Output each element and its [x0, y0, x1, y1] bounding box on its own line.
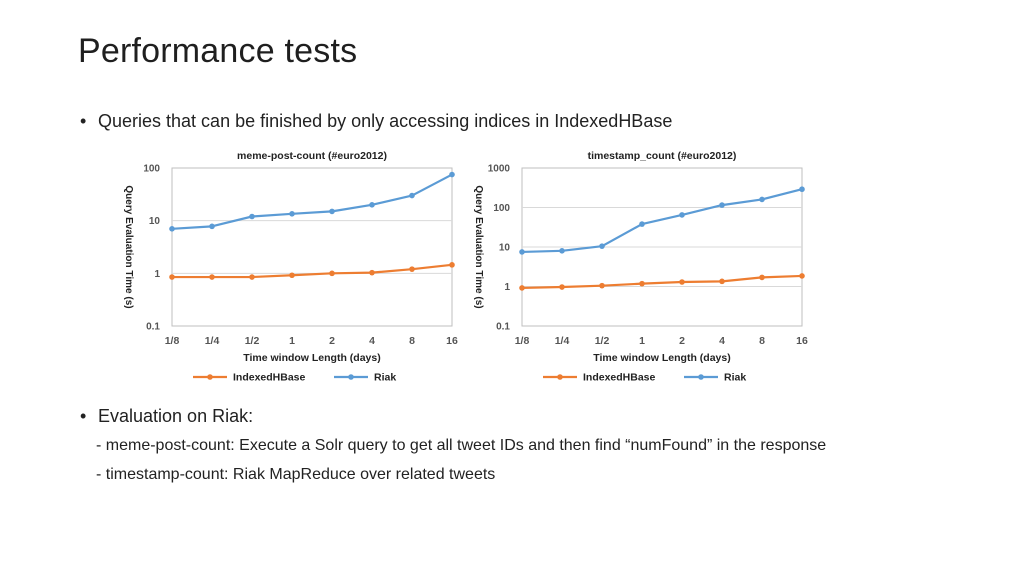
legend-marker — [348, 374, 354, 380]
x-tick-label: 8 — [759, 335, 765, 347]
legend-label: Riak — [374, 372, 396, 384]
x-axis-label: Time window Length (days) — [243, 352, 380, 364]
slide-title: Performance tests — [78, 32, 358, 70]
data-point-riak — [719, 202, 725, 208]
y-tick-label: 1 — [504, 282, 510, 293]
chart-timestamp-count: timestamp_count (#euro2012) 0.1 1 10 100 1000… — [466, 144, 826, 388]
x-tick-label: 8 — [409, 335, 415, 347]
data-point-indexedhbase — [559, 284, 565, 290]
legend-marker — [557, 374, 563, 380]
data-point-riak — [599, 243, 605, 249]
data-point-indexedhbase — [449, 262, 455, 268]
x-tick-label: 1/4 — [555, 335, 570, 347]
legend-marker — [698, 374, 704, 380]
plot-area — [171, 167, 453, 327]
y-tick-label: 1000 — [488, 164, 511, 175]
legend-label: IndexedHBase — [233, 372, 306, 384]
series-line-riak — [171, 173, 453, 230]
bullet-item: • Queries that can be finished by only ac… — [80, 111, 672, 132]
data-point-riak — [329, 208, 335, 215]
y-axis-label: Query Evaluation Time (s) — [473, 185, 484, 308]
legend-marker — [207, 374, 213, 380]
data-point-indexedhbase — [169, 274, 175, 280]
x-tick-label: 1 — [639, 335, 645, 347]
x-tick-label: 2 — [679, 335, 685, 347]
y-tick-label: 100 — [143, 164, 160, 175]
y-tick-label: 100 — [493, 203, 510, 214]
x-tick-label: 1 — [289, 335, 295, 347]
data-point-indexedhbase — [719, 278, 725, 285]
x-tick-label: 1/8 — [165, 335, 180, 347]
sub-bullet-text: - meme-post-count: Execute a Solr query … — [96, 437, 827, 454]
data-point-riak — [209, 223, 215, 230]
bullet-dot-icon: • — [80, 111, 87, 131]
data-point-indexedhbase — [329, 270, 335, 277]
data-point-indexedhbase — [369, 269, 375, 276]
y-axis-label: Query Evaluation Time (s) — [123, 185, 134, 308]
chart-svg: meme-post-count (#euro2012) 0.1 1 10 100 1/8 1… — [123, 150, 458, 384]
data-point-riak — [289, 211, 295, 217]
x-tick-label: 1/2 — [245, 335, 260, 347]
data-point-indexedhbase — [679, 279, 685, 285]
data-point-riak — [169, 226, 175, 232]
data-point-riak — [409, 192, 415, 199]
series-line-indexedhbase — [172, 263, 453, 279]
data-point-riak — [639, 221, 645, 227]
chart-title: timestamp_count (#euro2012) — [588, 150, 737, 162]
y-tick-label: 10 — [499, 243, 511, 254]
data-point-riak — [679, 212, 685, 218]
data-point-riak — [449, 171, 455, 178]
y-tick-label: 0.1 — [146, 322, 160, 333]
y-tick-label: 1 — [154, 269, 160, 280]
x-tick-label: 4 — [369, 335, 375, 347]
x-tick-label: 1/8 — [515, 335, 530, 347]
data-point-indexedhbase — [599, 282, 605, 289]
y-tick-label: 0.1 — [496, 322, 510, 333]
series-line-indexedhbase — [521, 274, 803, 290]
data-point-riak — [799, 186, 805, 193]
data-point-riak — [369, 202, 375, 208]
data-point-indexedhbase — [799, 273, 805, 279]
x-tick-label: 16 — [796, 335, 808, 347]
x-tick-label: 16 — [446, 335, 458, 347]
x-tick-label: 4 — [719, 335, 725, 347]
sub-bullet-text: - timestamp-count: Riak MapReduce over r… — [96, 466, 496, 483]
x-tick-label: 1/4 — [205, 335, 220, 347]
y-tick-label: 10 — [149, 216, 161, 227]
data-point-riak — [559, 248, 565, 254]
bullet-text: Evaluation on Riak: — [98, 406, 254, 426]
bullet-dot-icon: • — [80, 406, 87, 426]
data-point-riak — [759, 196, 765, 203]
series-line-riak — [521, 188, 803, 254]
chart-meme-post-count: meme-post-count (#euro2012) 0.1 1 10 100 1/8 1… — [116, 144, 476, 388]
data-point-indexedhbase — [409, 266, 415, 272]
data-point-indexedhbase — [759, 274, 765, 281]
bullet-item: • Evaluation on Riak: — [80, 406, 253, 427]
x-tick-label: 2 — [329, 335, 335, 347]
legend-label: IndexedHBase — [583, 372, 656, 384]
data-point-indexedhbase — [639, 280, 645, 287]
chart-svg: timestamp_count (#euro2012) 0.1 1 10 100 1000… — [473, 150, 808, 384]
x-axis-label: Time window Length (days) — [593, 352, 730, 364]
x-tick-label: 1/2 — [595, 335, 610, 347]
data-point-indexedhbase — [289, 272, 295, 279]
data-point-indexedhbase — [519, 285, 525, 291]
data-point-indexedhbase — [209, 274, 215, 280]
legend-label: Riak — [724, 372, 746, 384]
chart-title: meme-post-count (#euro2012) — [237, 150, 387, 162]
data-point-riak — [249, 213, 255, 220]
bullet-text: Queries that can be finished by only acc… — [98, 111, 673, 131]
data-point-riak — [519, 249, 525, 255]
data-point-indexedhbase — [249, 274, 255, 280]
